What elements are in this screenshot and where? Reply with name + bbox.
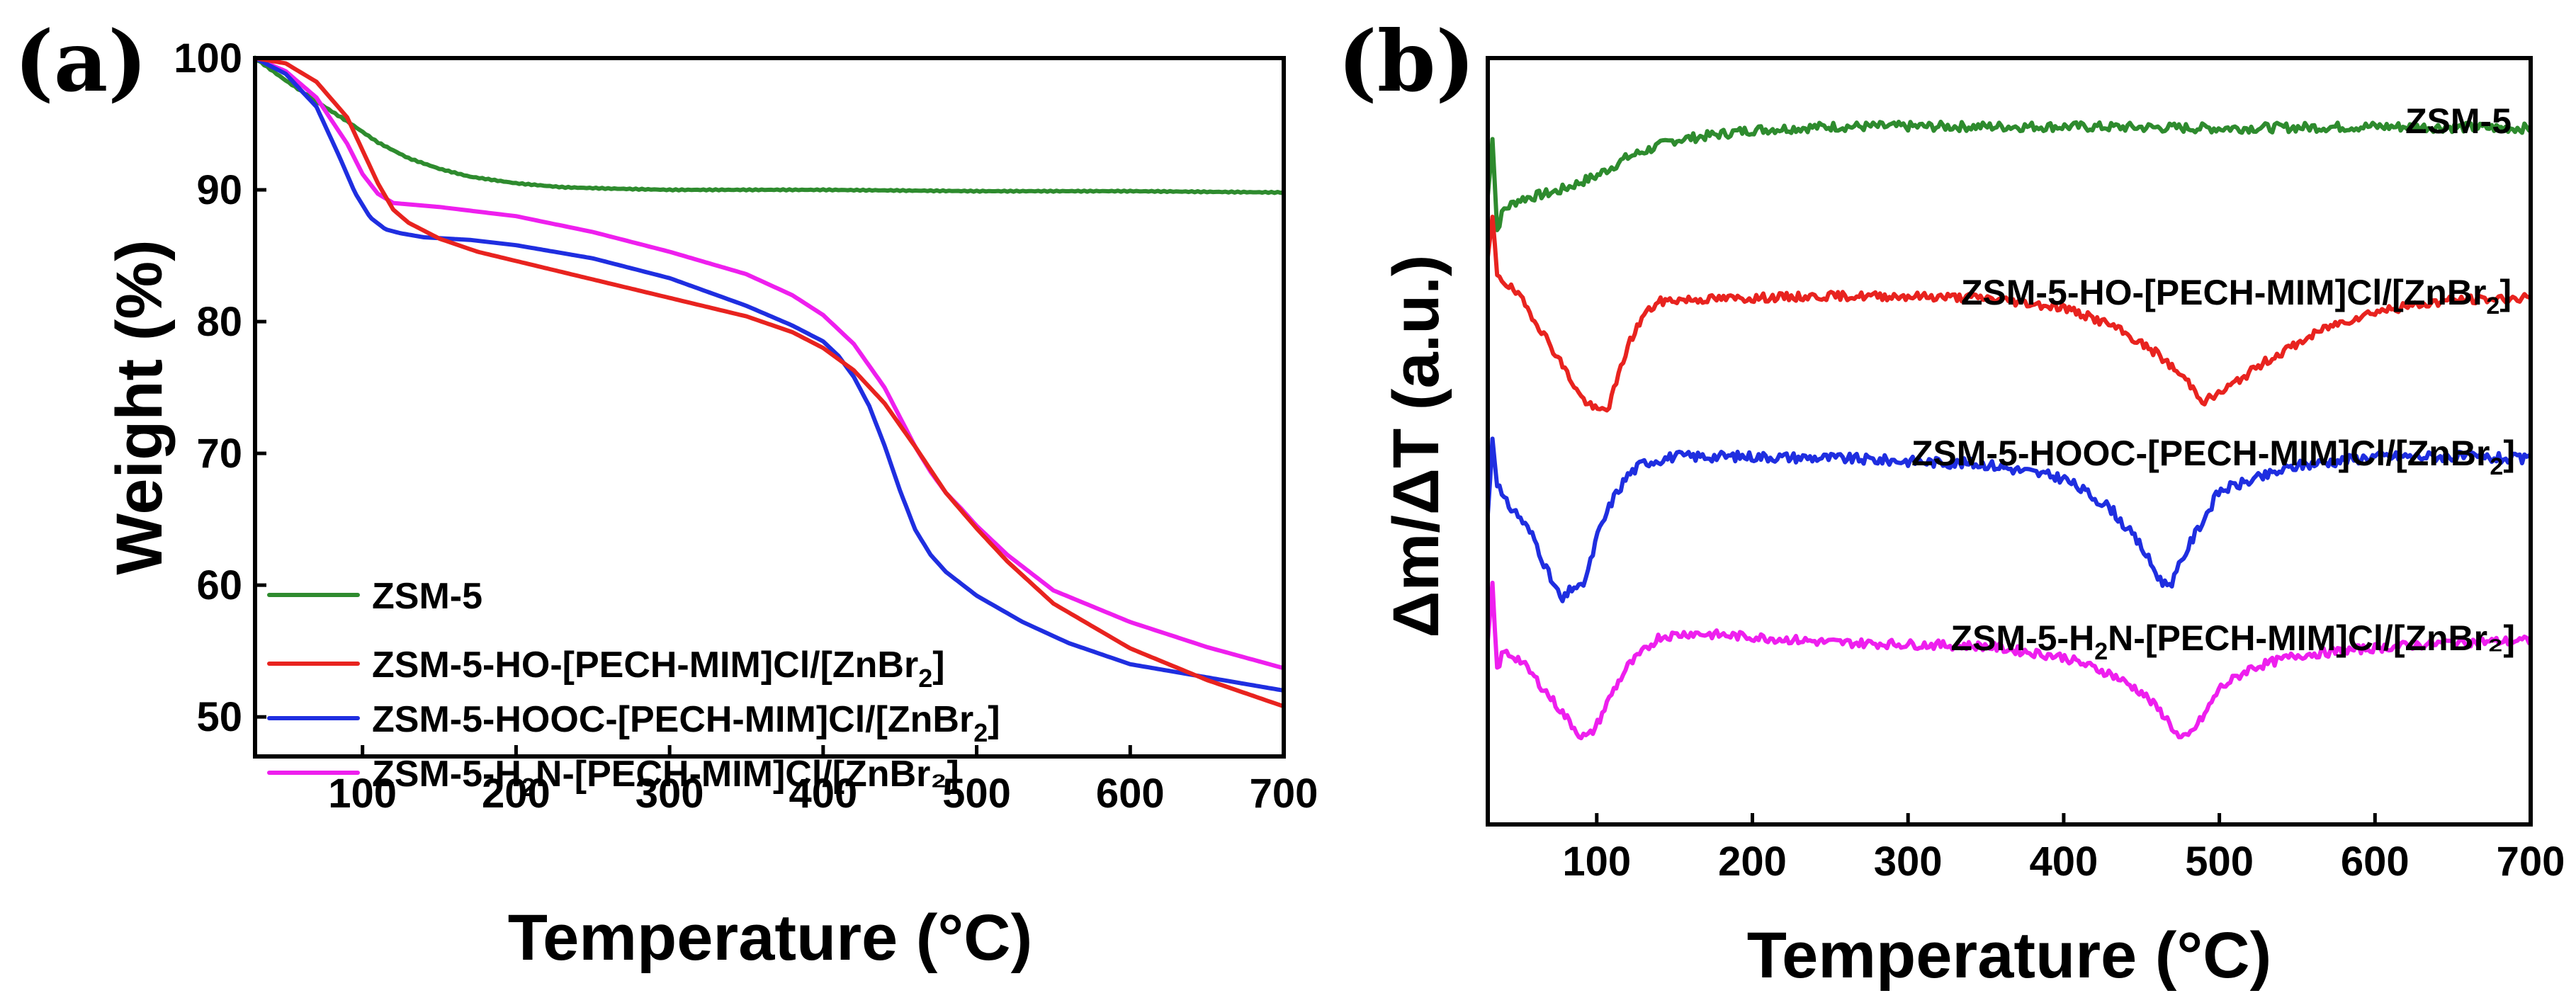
- curve-label-h2n: ZSM-5-H2N-[PECH-MIM]Cl/[ZnBr₂]: [1950, 618, 2515, 665]
- x-tick-label: 600: [2341, 839, 2410, 885]
- x-tick-label: 400: [2030, 839, 2098, 885]
- panel-a-frame: [253, 56, 1286, 759]
- panel-a-x-axis-title: Temperature (°C): [508, 902, 1033, 974]
- panel-a-legend: ZSM-5 ZSM-5-HO-[PECH-MIM]Cl/[ZnBr2] ZSM-…: [267, 576, 1000, 802]
- x-tick-label: 700: [2497, 839, 2565, 885]
- panel-b-series: [1486, 120, 2531, 741]
- dtg-line-ho: [1486, 215, 2531, 413]
- dtg-line-zsm-5: [1486, 120, 2531, 232]
- dtg-line-hooc: [1486, 436, 2531, 603]
- x-tick-label: 300: [635, 771, 704, 817]
- y-tick-label: 90: [196, 167, 242, 213]
- x-tick-label: 100: [1562, 839, 1631, 885]
- x-tick-label: 600: [1096, 771, 1165, 817]
- panel-b-x-ticks: 100 200 300 400 500 600 700: [1562, 813, 2565, 885]
- dtg-line-h2n: [1486, 580, 2531, 741]
- panel-b-label: (b): [1338, 12, 1475, 110]
- legend-label-hooc: ZSM-5-HOOC-[PECH-MIM]Cl/[ZnBr2]: [372, 699, 1000, 747]
- y-tick-label: 70: [196, 431, 242, 477]
- panel-a-y-axis-title: Weight (%): [103, 239, 176, 575]
- series-line-h2n: [253, 56, 1286, 671]
- series-line-zsm-5: [253, 55, 1286, 195]
- x-tick-label: 200: [1718, 839, 1787, 885]
- panel-b-frame: [1486, 56, 2533, 827]
- series-line-ho: [253, 56, 1286, 709]
- panel-a-x-ticks: 100 200 300 400 500 600 700: [328, 745, 1318, 817]
- y-tick-label: 50: [196, 694, 242, 740]
- panel-b-x-axis-title: Temperature (°C): [1747, 919, 2272, 992]
- panel-b-curve-labels: ZSM-5 ZSM-5-HO-[PECH-MIM]Cl/[ZnBr2] ZSM-…: [1911, 101, 2515, 665]
- x-tick-label: 200: [482, 771, 550, 817]
- panel-a-series: [253, 55, 1286, 709]
- y-tick-label: 80: [196, 299, 242, 345]
- x-tick-label: 500: [942, 771, 1011, 817]
- panel-a-label: (a): [14, 12, 147, 110]
- x-tick-label: 100: [328, 771, 397, 817]
- y-tick-label: 100: [174, 35, 242, 81]
- legend-label-ho: ZSM-5-HO-[PECH-MIM]Cl/[ZnBr2]: [372, 645, 945, 693]
- y-tick-label: 60: [196, 562, 242, 608]
- curve-label-ho: ZSM-5-HO-[PECH-MIM]Cl/[ZnBr2]: [1961, 273, 2512, 319]
- series-line-hooc: [253, 56, 1286, 693]
- panel-b-y-axis-title: Δm/ΔT (a.u.): [1380, 254, 1452, 637]
- curve-label-hooc: ZSM-5-HOOC-[PECH-MIM]Cl/[ZnBr2]: [1911, 433, 2515, 480]
- x-tick-label: 500: [2185, 839, 2254, 885]
- legend-label-zsm-5: ZSM-5: [372, 576, 482, 617]
- x-tick-label: 700: [1250, 771, 1318, 817]
- panel-a: (a) 100 200 300 400 500 600 700 50 60 70 80 90 100 …: [14, 12, 1318, 974]
- x-tick-label: 400: [789, 771, 857, 817]
- legend-label-h2n: ZSM-5-H2N-[PECH-MIM]Cl/[ZnBr₂]: [372, 754, 959, 802]
- x-tick-label: 300: [1874, 839, 1943, 885]
- panel-a-y-ticks: 50 60 70 80 90 100: [174, 35, 266, 740]
- curve-label-zsm-5: ZSM-5: [2405, 101, 2512, 141]
- panel-b: (b) 100 200 300 400 500 600 700 Temperature (°…: [1338, 12, 2565, 992]
